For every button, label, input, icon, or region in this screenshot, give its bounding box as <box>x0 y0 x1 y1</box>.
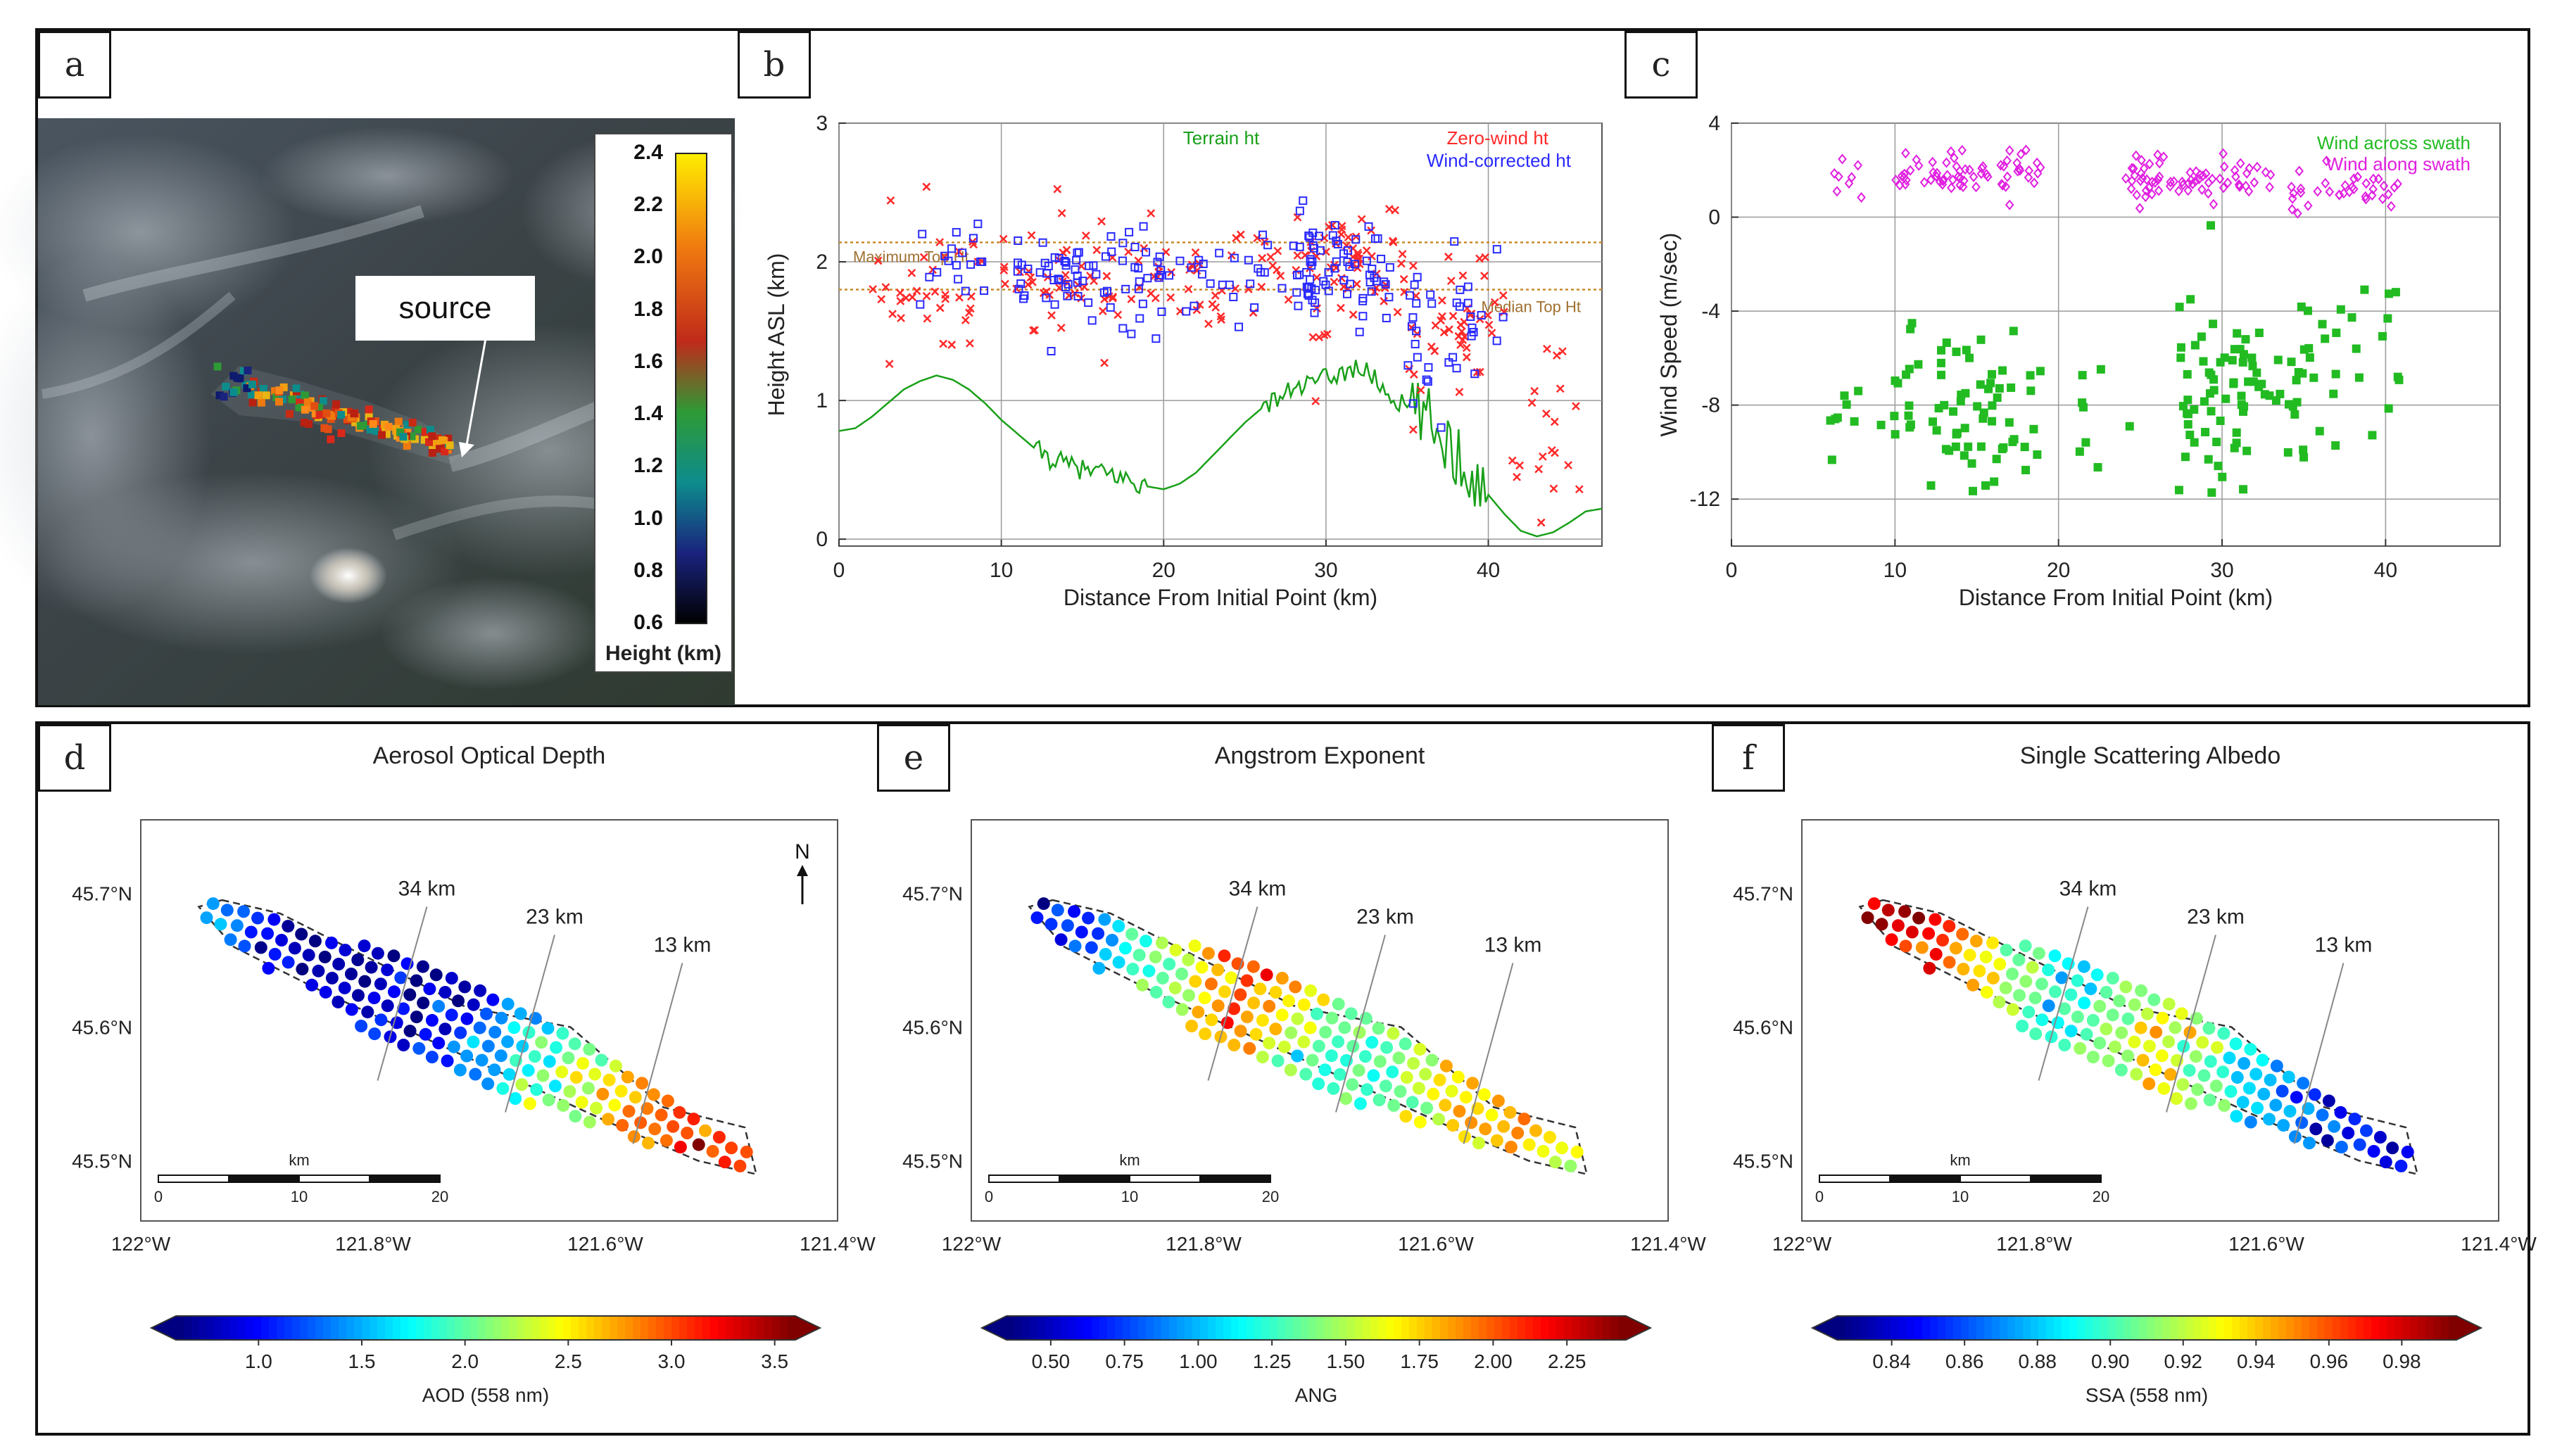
height-colorbar-tick-label: 1.0 <box>633 506 663 530</box>
height-colorbar-tick-label: 0.6 <box>633 611 663 634</box>
panel-label-c: c <box>1624 31 1698 99</box>
height-colorbar-tick-label: 0.8 <box>633 558 663 582</box>
height-colorbar-tick-label: 2.4 <box>633 141 663 164</box>
height-colorbar-tick-label: 2.2 <box>633 193 663 217</box>
panel-label-a: a <box>38 31 111 99</box>
height-colorbar-tick-label: 1.8 <box>633 297 663 321</box>
panel-label-d: d <box>38 724 111 792</box>
panel-label-f: f <box>1712 724 1785 792</box>
top-panel-frame <box>35 28 2530 707</box>
height-colorbar-title: Height (km) <box>605 642 721 665</box>
height-colorbar-tick-label: 1.6 <box>633 349 663 373</box>
panel-label-e: e <box>877 724 950 792</box>
height-colorbar-tick-label: 1.4 <box>633 402 663 426</box>
height-colorbar-tick-label: 2.0 <box>633 245 663 269</box>
panel-label-b: b <box>738 31 811 99</box>
source-label: source <box>398 291 492 325</box>
bottom-panel-frame <box>35 721 2530 1436</box>
height-colorbar-tick-label: 1.2 <box>633 454 663 478</box>
